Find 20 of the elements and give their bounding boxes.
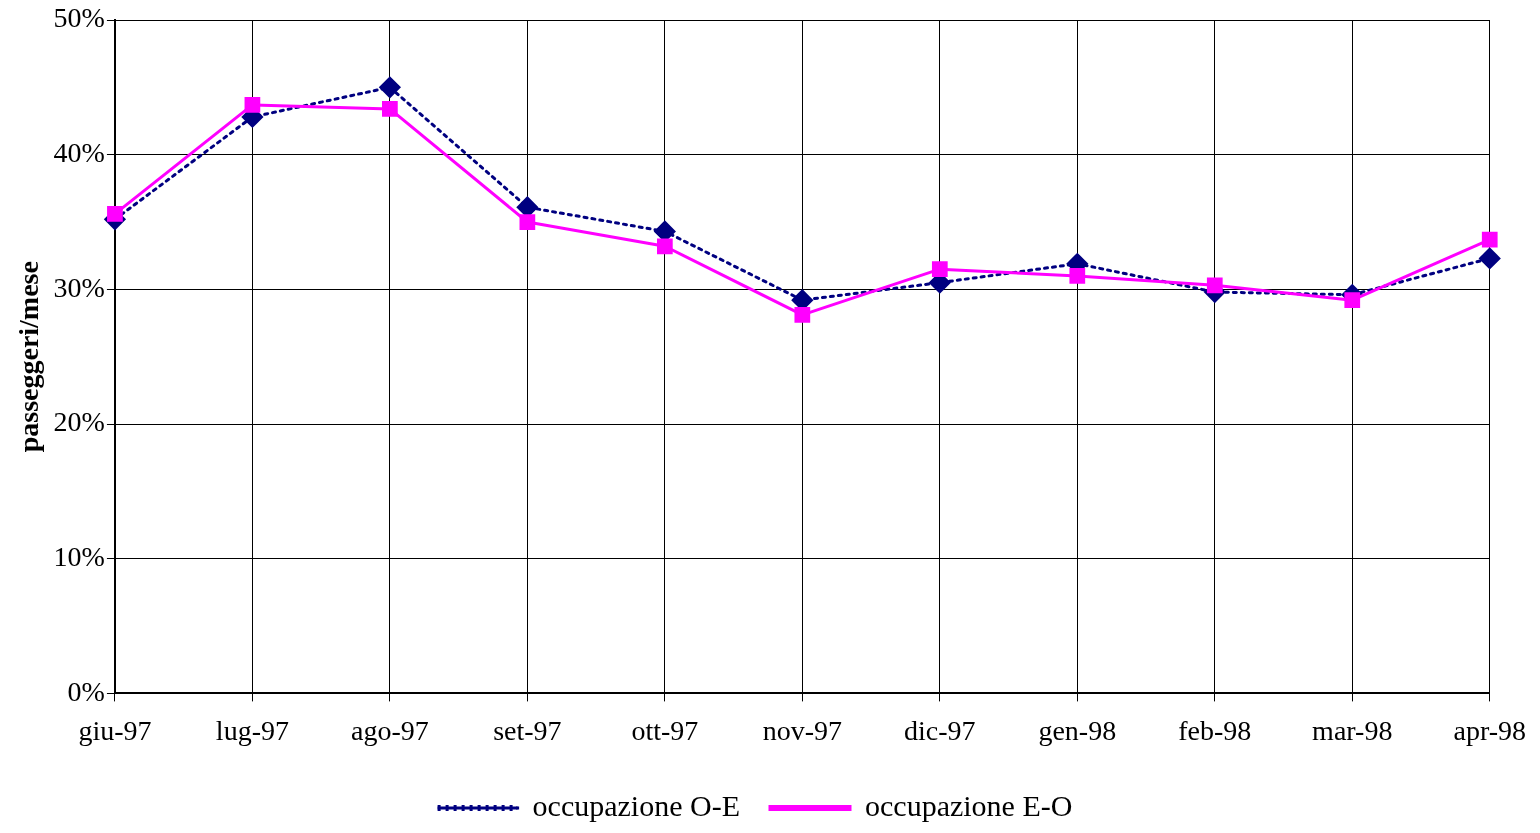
x-tick-label: feb-98 [1178, 714, 1252, 746]
y-tick-label: 40% [53, 137, 105, 169]
legend-label: occupazione O-E [532, 788, 741, 822]
x-tick-label: lug-97 [215, 714, 289, 746]
y-axis-title: passeggeri/mese [13, 261, 45, 453]
x-tick-label: apr-98 [1453, 714, 1526, 746]
x-tick-label: gen-98 [1038, 714, 1117, 746]
x-tick-label: nov-97 [762, 714, 842, 746]
y-tick-label: 20% [53, 406, 105, 438]
x-tick-label: ott-97 [631, 714, 699, 746]
x-tick-label: mar-98 [1312, 714, 1393, 746]
y-tick-label: 30% [53, 271, 105, 303]
x-tick-label: dic-97 [904, 714, 976, 746]
y-tick-label: 0% [67, 675, 105, 707]
x-tick-label: ago-97 [351, 714, 429, 746]
legend-label: occupazione E-O [865, 788, 1073, 822]
y-tick-label: 50% [53, 2, 105, 34]
y-tick-label: 10% [53, 541, 105, 573]
x-tick-label: set-97 [493, 714, 562, 746]
x-tick-label: giu-97 [78, 714, 152, 746]
